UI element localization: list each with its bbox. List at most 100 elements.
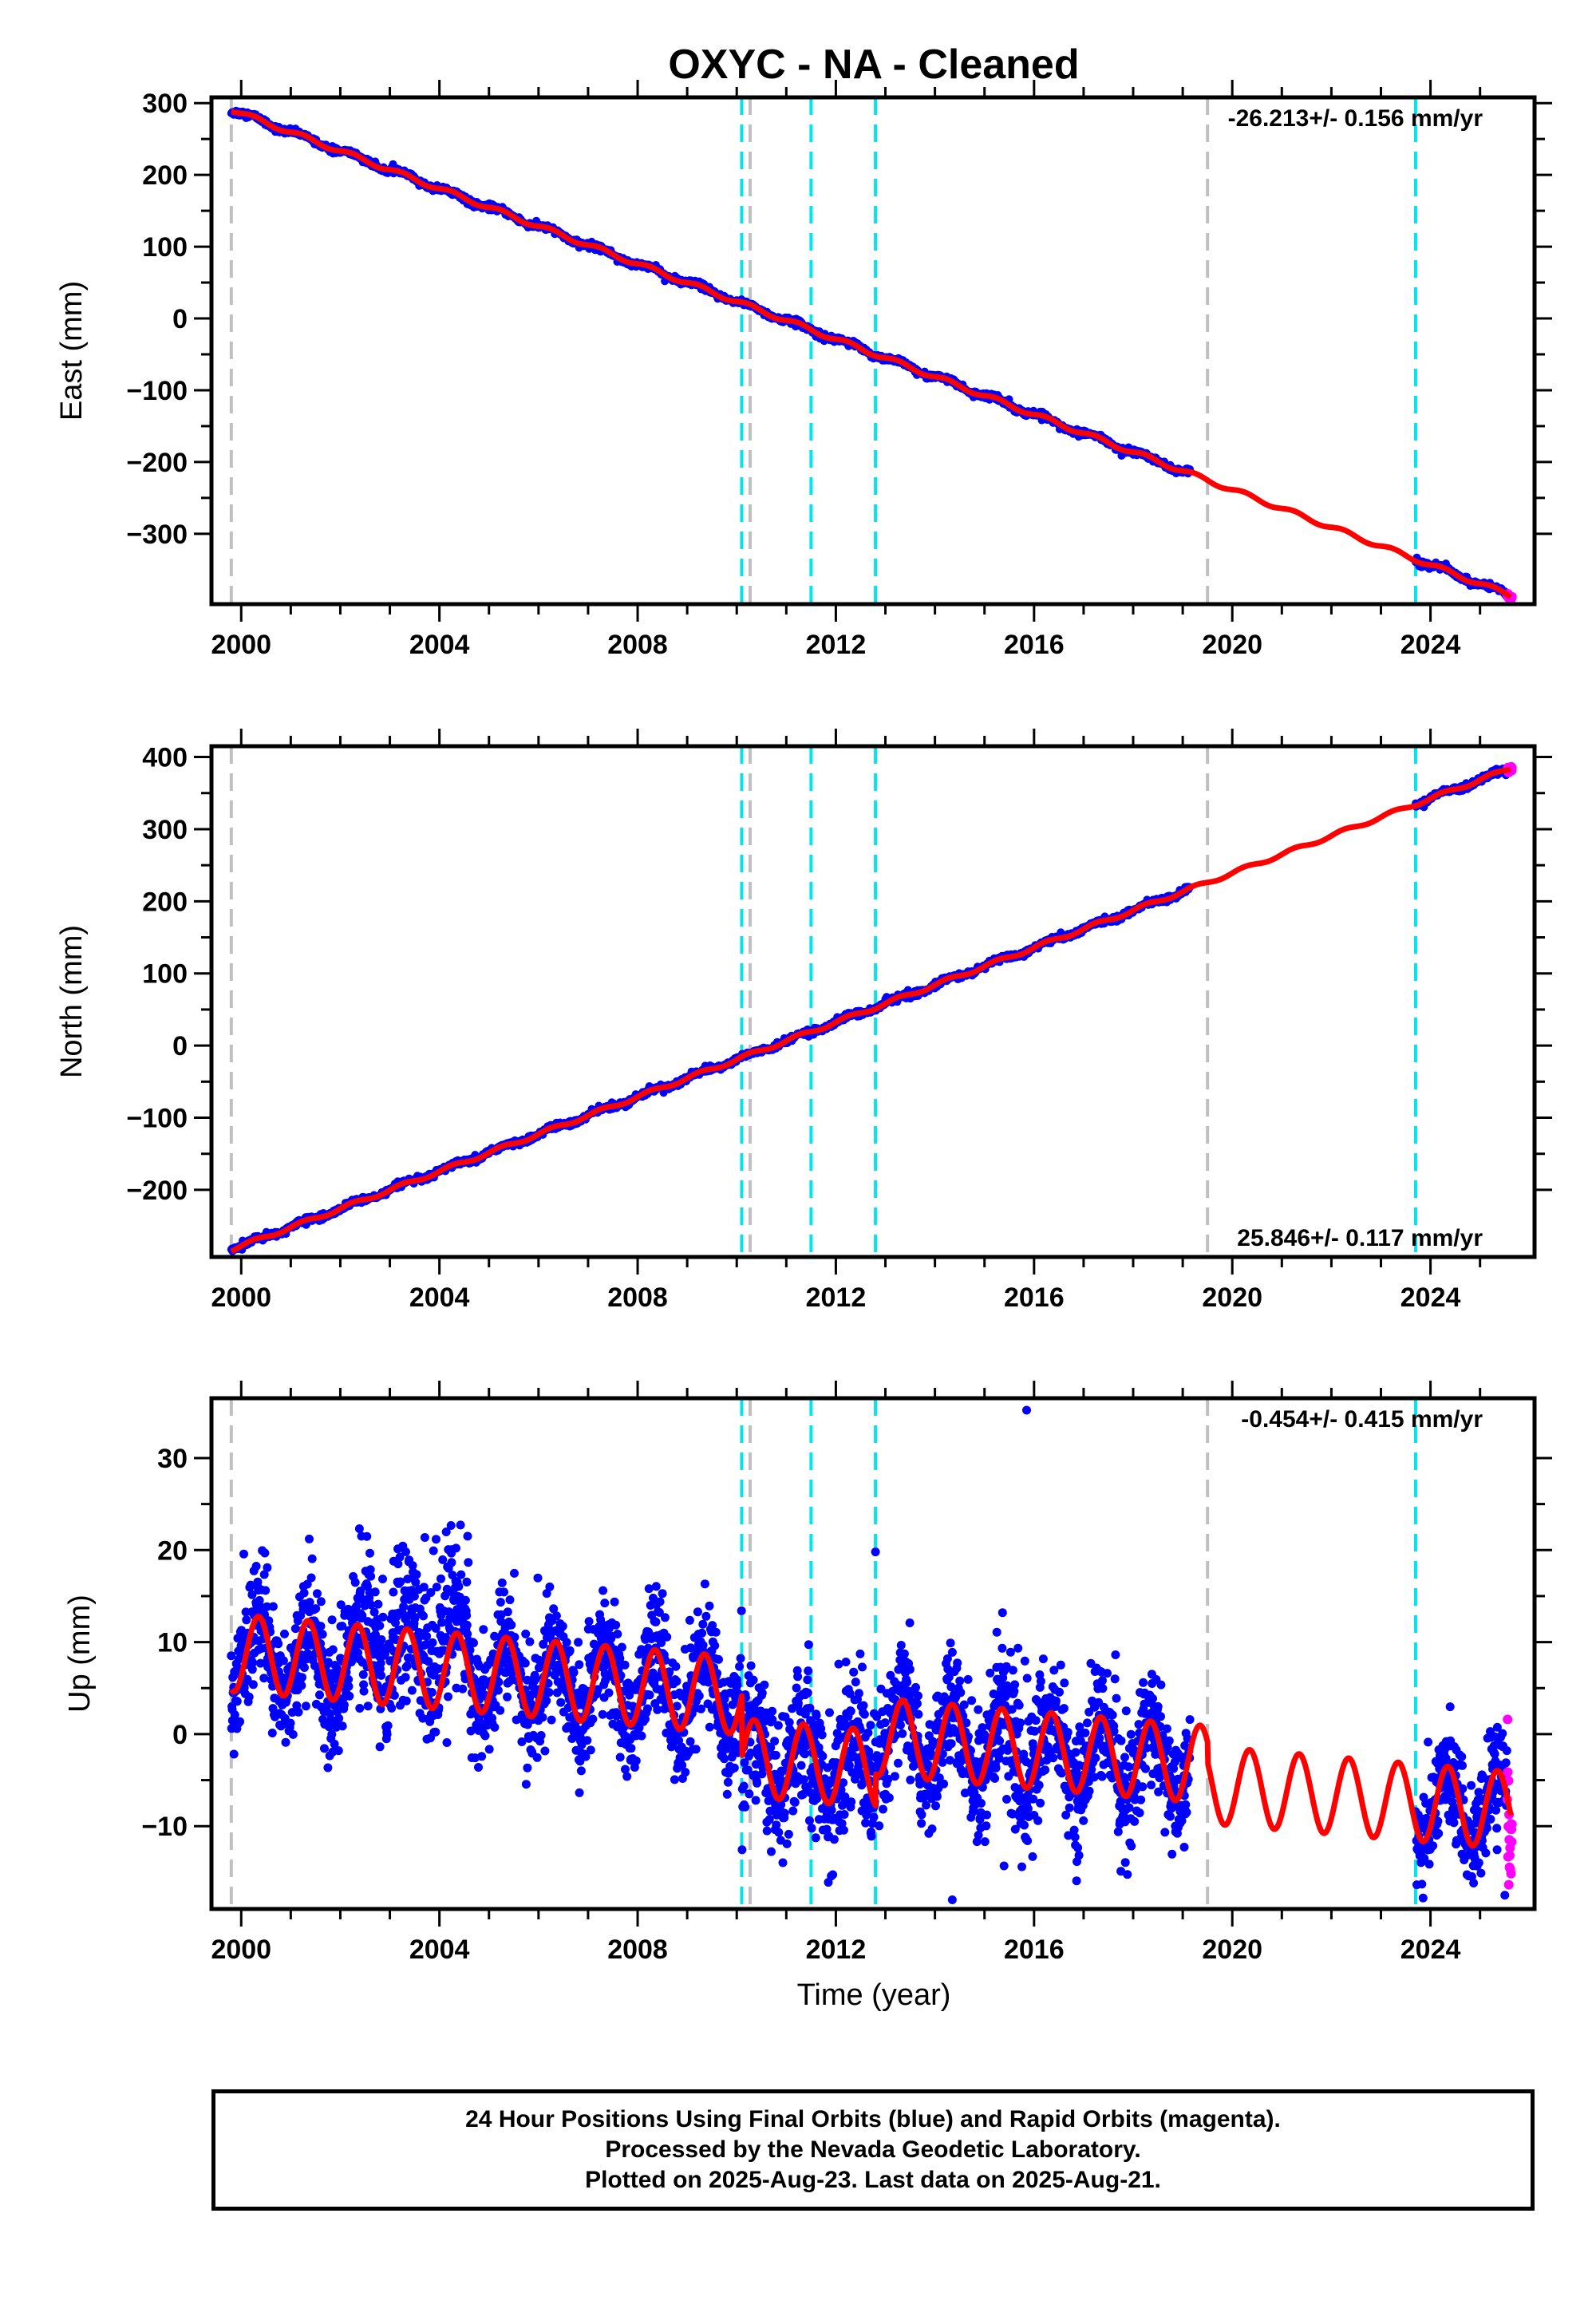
final-position-point	[268, 1602, 278, 1611]
final-position-point	[334, 1713, 344, 1723]
x-tick-label: 2008	[607, 1282, 668, 1313]
final-position-point	[437, 1574, 445, 1583]
final-position-point	[401, 1673, 410, 1682]
final-position-point	[354, 1524, 364, 1533]
final-position-point	[315, 1690, 324, 1700]
final-position-point	[600, 1599, 610, 1608]
final-position-point	[281, 1737, 290, 1747]
y-tick-label: 200	[142, 887, 188, 917]
final-position-point	[556, 1697, 566, 1707]
final-position-point	[298, 1673, 306, 1682]
final-position-point	[242, 1615, 251, 1625]
final-position-point	[569, 1668, 579, 1678]
final-position-point	[412, 1570, 421, 1579]
final-position-point	[355, 1704, 365, 1713]
final-position-point	[378, 1575, 387, 1583]
final-position-point	[318, 1630, 327, 1639]
y-axis-label: East (mm)	[55, 281, 89, 421]
final-position-point	[658, 1589, 667, 1599]
final-position-point	[462, 1577, 472, 1587]
final-position-point	[613, 1630, 622, 1638]
x-tick-label: 2000	[211, 630, 271, 660]
final-position-point	[672, 1677, 681, 1686]
final-position-point	[307, 1554, 317, 1563]
final-position-point	[274, 1639, 283, 1649]
final-position-point	[442, 1738, 452, 1747]
final-position-point	[313, 1589, 322, 1599]
final-position-point	[432, 1583, 441, 1592]
chart-title: OXYC - NA - Cleaned	[668, 41, 1079, 88]
final-position-point	[454, 1582, 464, 1591]
final-position-point	[365, 1548, 374, 1558]
final-position-point	[401, 1547, 410, 1556]
final-position-point	[358, 1670, 368, 1679]
final-position-point	[620, 1660, 630, 1670]
final-position-point	[362, 1531, 372, 1541]
final-position-point	[377, 1635, 386, 1644]
x-tick-label: 2024	[1400, 630, 1461, 660]
final-position-point	[327, 1615, 337, 1625]
final-position-point	[387, 1703, 397, 1713]
final-position-point	[586, 1745, 595, 1755]
final-position-point	[631, 1756, 641, 1765]
final-position-point	[469, 1638, 478, 1648]
y-tick-label: 0	[172, 1031, 188, 1061]
final-position-point	[533, 1573, 543, 1583]
final-position-point	[244, 1692, 254, 1701]
final-position-point	[431, 1727, 440, 1737]
final-position-point	[558, 1622, 567, 1631]
final-position-point	[299, 1588, 309, 1598]
final-position-point	[432, 1535, 440, 1544]
final-position-point	[463, 1531, 472, 1541]
east-panel: 2000 2004 2008 2012 2016 2020 20243002001000−1…	[55, 80, 1552, 660]
final-position-point	[294, 1707, 303, 1717]
final-position-point	[562, 1638, 571, 1647]
final-position-point	[328, 1645, 338, 1654]
final-position-point	[263, 1563, 272, 1572]
final-position-point	[420, 1533, 429, 1542]
final-position-point	[407, 1686, 417, 1695]
y-tick-label: 0	[172, 304, 188, 334]
final-position-point	[651, 1582, 661, 1591]
y-tick-label: 200	[142, 160, 188, 191]
final-position-point	[363, 1701, 373, 1711]
final-position-point	[497, 1578, 507, 1587]
final-position-point	[334, 1746, 343, 1756]
y-tick-label: −200	[126, 448, 188, 478]
final-position-point	[523, 1763, 532, 1773]
final-position-point	[547, 1715, 556, 1725]
model-curve	[229, 766, 1514, 1255]
final-position-point	[496, 1598, 505, 1607]
final-position-point	[422, 1631, 432, 1641]
final-position-point	[505, 1595, 515, 1605]
final-position-point	[375, 1742, 385, 1752]
final-position-point	[496, 1705, 505, 1715]
final-position-point	[402, 1661, 412, 1670]
final-position-point	[300, 1663, 309, 1672]
final-position-point	[662, 1632, 672, 1642]
final-position-point	[588, 1714, 598, 1724]
final-position-point	[377, 1670, 386, 1680]
final-position-point	[611, 1620, 621, 1630]
x-tick-label: 2004	[409, 630, 470, 660]
final-position-point	[510, 1568, 519, 1578]
velocity-label: 25.846+/- 0.117 mm/yr	[1237, 1225, 1483, 1251]
final-position-point	[235, 1717, 245, 1726]
final-position-point	[500, 1587, 508, 1597]
final-position-point	[375, 1621, 385, 1630]
final-position-point	[301, 1701, 310, 1711]
final-position-point	[382, 1729, 392, 1739]
final-position-point	[575, 1788, 584, 1797]
y-tick-label: −300	[126, 520, 188, 550]
final-position-point	[452, 1543, 460, 1553]
final-position-point	[645, 1690, 654, 1700]
x-tick-label: 2016	[1004, 630, 1065, 660]
x-tick-label: 2016	[1004, 1282, 1065, 1313]
final-position-point	[316, 1622, 326, 1631]
final-position-point	[458, 1684, 468, 1694]
x-tick-label: 2012	[806, 1282, 867, 1313]
model-curve	[229, 109, 1514, 599]
final-position-point	[389, 1587, 398, 1597]
y-tick-label: 300	[142, 815, 188, 845]
final-position-point	[248, 1680, 258, 1690]
